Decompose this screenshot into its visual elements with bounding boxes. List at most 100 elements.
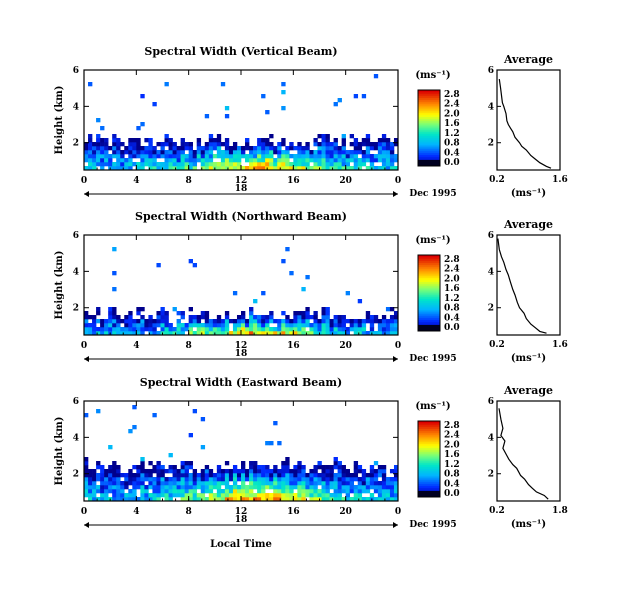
colorbar-segment — [418, 466, 440, 469]
heatmap-cell — [385, 489, 391, 494]
heatmap-cell — [313, 154, 318, 159]
heatmap-cell — [361, 142, 367, 147]
heatmap-cell — [269, 134, 274, 139]
heatmap-cell — [184, 493, 189, 498]
heatmap-cell — [245, 493, 250, 498]
heatmap-cell — [317, 473, 322, 478]
heatmap-cell — [216, 331, 222, 336]
heatmap-cell — [277, 493, 282, 498]
heatmap-cell — [232, 497, 238, 502]
heatmap-cell — [184, 497, 189, 502]
heatmap-cell — [297, 489, 302, 494]
heatmap-cell — [325, 469, 330, 474]
heatmap-cell — [140, 477, 145, 482]
heatmap-cell — [188, 307, 193, 312]
heatmap-cell — [224, 323, 230, 328]
heatmap-cell — [249, 485, 254, 490]
heatmap-cell — [120, 497, 125, 502]
heatmap-cell — [245, 485, 250, 490]
heatmap-cell — [112, 311, 117, 316]
heatmap-cell — [285, 465, 290, 470]
heatmap-cell — [269, 150, 274, 155]
heatmap-cell — [132, 405, 137, 410]
heatmap-cell — [325, 473, 330, 478]
heatmap-cell — [285, 150, 290, 155]
heatmap-cell — [297, 150, 302, 155]
heatmap-cell — [232, 150, 238, 155]
average-profile-line — [498, 408, 549, 500]
heatmap-cell — [385, 142, 391, 147]
heatmap-cell — [88, 469, 93, 474]
colorbar-segment — [418, 319, 440, 322]
heatmap-cell — [309, 481, 314, 486]
heatmap-cell — [232, 485, 238, 490]
colorbar-segment — [418, 300, 440, 303]
heatmap-cell — [341, 497, 346, 502]
heatmap-cell — [269, 158, 274, 163]
heatmap-cell — [253, 493, 258, 498]
heatmap-cell — [389, 327, 395, 332]
heatmap-cell — [164, 331, 169, 336]
heatmap-cell — [305, 331, 310, 336]
heatmap-cell — [341, 327, 346, 332]
heatmap-cell — [220, 481, 226, 486]
heatmap-cell — [325, 166, 330, 171]
heatmap-cell — [208, 150, 214, 155]
heatmap-cell — [120, 150, 125, 155]
heatmap-cell — [184, 146, 189, 151]
heatmap-cell — [329, 323, 334, 328]
heatmap-cell — [301, 465, 306, 470]
heatmap-cell — [373, 481, 379, 486]
heatmap-cell — [104, 327, 109, 332]
colorbar-segment — [418, 266, 440, 269]
heatmap-cell — [208, 138, 214, 143]
heatmap-cell — [341, 134, 346, 139]
heatmap-cell — [357, 299, 363, 304]
heatmap-cell — [341, 323, 346, 328]
heatmap-cell — [321, 323, 326, 328]
heatmap-cell — [329, 154, 334, 159]
heatmap-cell — [353, 473, 359, 478]
colorbar-segment — [418, 95, 440, 98]
heatmap-cell — [241, 465, 246, 470]
heatmap-cell — [100, 323, 105, 328]
heatmap-cell — [369, 162, 375, 167]
heatmap-cell — [309, 473, 314, 478]
heatmap-cell — [100, 162, 105, 167]
heatmap-cell — [249, 146, 254, 151]
heatmap-cell — [325, 146, 330, 151]
heatmap-cell — [124, 477, 129, 482]
heatmap-cell — [241, 489, 246, 494]
heatmap-cell — [164, 142, 169, 147]
average-frame — [496, 400, 561, 502]
heatmap-cell — [156, 319, 161, 324]
heatmap-cell — [116, 315, 121, 320]
heatmap-cell — [325, 162, 330, 167]
heatmap-cell — [361, 158, 367, 163]
colorbar-segment — [418, 258, 440, 262]
heatmap-cell — [373, 158, 379, 163]
heatmap-cell — [241, 166, 246, 171]
colorbar-segment — [418, 293, 440, 296]
heatmap-cell — [273, 166, 278, 171]
heatmap-cell — [112, 307, 117, 312]
heatmap-cell — [112, 271, 117, 276]
heatmap-cell — [297, 331, 302, 336]
heatmap-cell — [84, 465, 89, 470]
heatmap-cell — [245, 166, 250, 171]
heatmap-cell — [84, 477, 89, 482]
heatmap-cell — [100, 150, 105, 155]
heatmap-cell — [100, 497, 105, 502]
colorbar-segment — [418, 457, 440, 460]
heatmap-cell — [357, 323, 363, 328]
heatmap-cell — [112, 461, 117, 466]
heatmap-cell — [273, 489, 278, 494]
heatmap-cell — [377, 469, 383, 474]
heatmap-cell — [337, 327, 342, 332]
heatmap-cell — [236, 473, 242, 478]
heatmap-cell — [273, 477, 278, 482]
colorbar-segment — [418, 145, 440, 148]
heatmap-cell — [192, 489, 198, 494]
heatmap-cell — [329, 327, 334, 332]
heatmap-cell — [188, 150, 193, 155]
